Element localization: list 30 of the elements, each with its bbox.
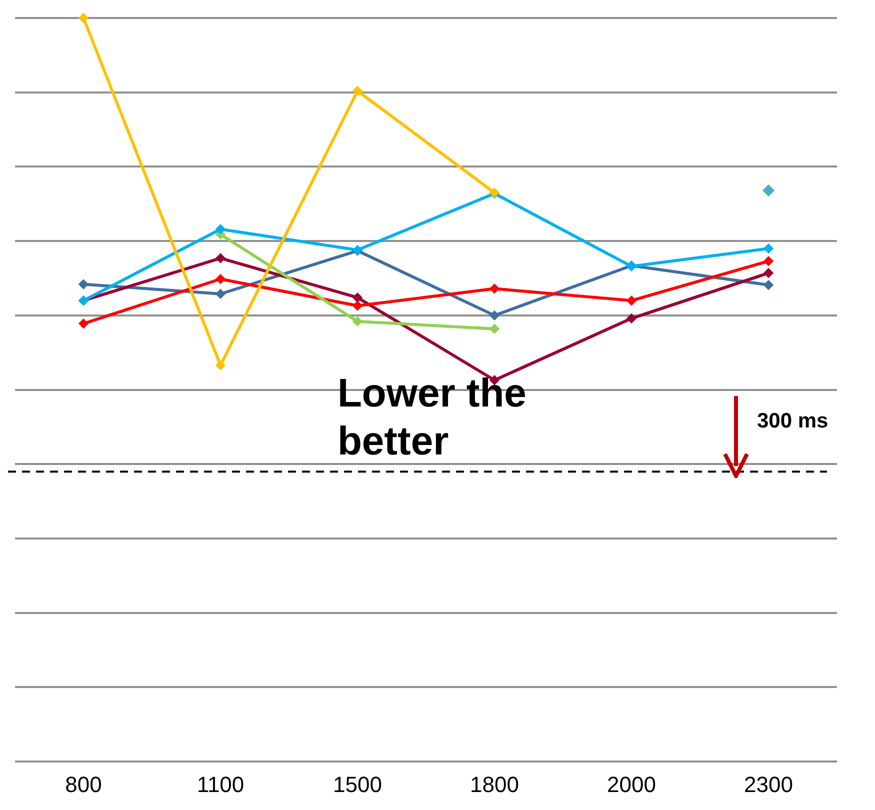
point [764, 256, 773, 266]
x-tick-label: 1800 [470, 772, 519, 797]
point [79, 14, 88, 22]
point [490, 284, 499, 294]
point [353, 316, 362, 326]
point [216, 224, 225, 234]
point [216, 360, 225, 370]
annotation: Lower the better [338, 372, 526, 464]
point [764, 280, 773, 290]
point [79, 280, 88, 289]
point [764, 244, 773, 254]
point [490, 324, 499, 334]
x-tick-label: 800 [65, 772, 102, 797]
point [353, 293, 362, 302]
ref-line-label: 300 ms [757, 409, 828, 432]
x-tick-label: 1500 [333, 772, 382, 797]
point [216, 289, 225, 298]
point [490, 310, 499, 320]
point [764, 268, 773, 278]
point [79, 319, 88, 328]
point [353, 86, 362, 96]
x-tick-label: 2300 [744, 772, 793, 797]
point [216, 274, 225, 284]
x-tick-label: 1100 [196, 772, 244, 797]
point [627, 314, 636, 323]
point [216, 254, 225, 263]
point [353, 301, 362, 310]
x-tick-label: 2000 [607, 772, 656, 797]
point [627, 296, 636, 306]
point [763, 185, 774, 196]
